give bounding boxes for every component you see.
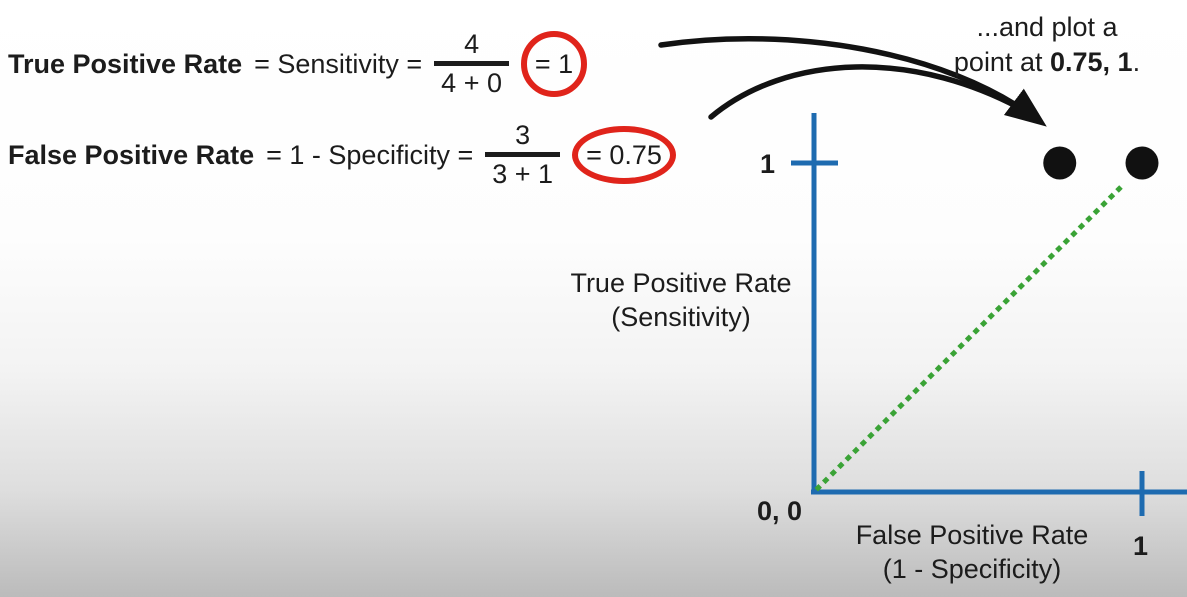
y-axis-label-line1: True Positive Rate	[570, 268, 792, 298]
annotation-line2: point at 0.75, 1.	[931, 45, 1163, 80]
y-axis-tick-label-1: 1	[760, 149, 776, 179]
annotation-line1: ...and plot a	[976, 12, 1118, 42]
x-axis-label-line1: False Positive Rate	[855, 520, 1089, 550]
fpr-fraction: 3 3 + 1	[485, 120, 561, 189]
chart-data-layer	[791, 146, 1159, 516]
fpr-expression: = 1 - Specificity =	[266, 139, 474, 170]
x-axis-tick-label-1: 1	[1133, 531, 1149, 561]
x-axis-label-line2: (1 - Specificity)	[882, 554, 1062, 584]
x-axis-label: False Positive Rate (1 - Specificity)	[832, 518, 1112, 586]
y-axis-label-line2: (Sensitivity)	[611, 302, 751, 332]
data-point	[1125, 146, 1159, 180]
fpr-fraction-denominator: 3 + 1	[485, 152, 561, 189]
annotation-line2-suffix: .	[1132, 47, 1141, 77]
fpr-result-circled: = 0.75	[572, 125, 677, 184]
tpr-result-circled: = 1	[520, 30, 587, 97]
origin-label: 0, 0	[757, 496, 803, 526]
tpr-fraction-denominator: 4 + 0	[434, 61, 509, 98]
plot-point-annotation: ...and plot a point at 0.75, 1.	[931, 10, 1163, 80]
curved-arrow-from-tpr-icon	[658, 36, 1047, 127]
data-point	[1043, 146, 1077, 180]
tpr-expression: = Sensitivity =	[254, 48, 423, 79]
fpr-term-label: False Positive Rate	[8, 139, 255, 170]
fpr-fraction-numerator: 3	[515, 120, 531, 150]
annotation-point-coordinates: 0.75, 1	[1049, 47, 1133, 77]
tpr-term-label: True Positive Rate	[8, 48, 243, 79]
y-axis-label: True Positive Rate (Sensitivity)	[541, 266, 821, 334]
curved-arrow-from-fpr-icon	[708, 64, 1037, 120]
tpr-fraction-numerator: 4	[464, 29, 480, 59]
tpr-fraction: 4 4 + 0	[434, 30, 509, 98]
fpr-equation: False Positive Rate = 1 - Specificity = …	[8, 120, 677, 189]
diagonal-reference-line	[814, 178, 1130, 492]
tpr-equation: True Positive Rate = Sensitivity = 4 4 +…	[8, 30, 587, 98]
annotation-line2-prefix: point at	[953, 47, 1050, 77]
